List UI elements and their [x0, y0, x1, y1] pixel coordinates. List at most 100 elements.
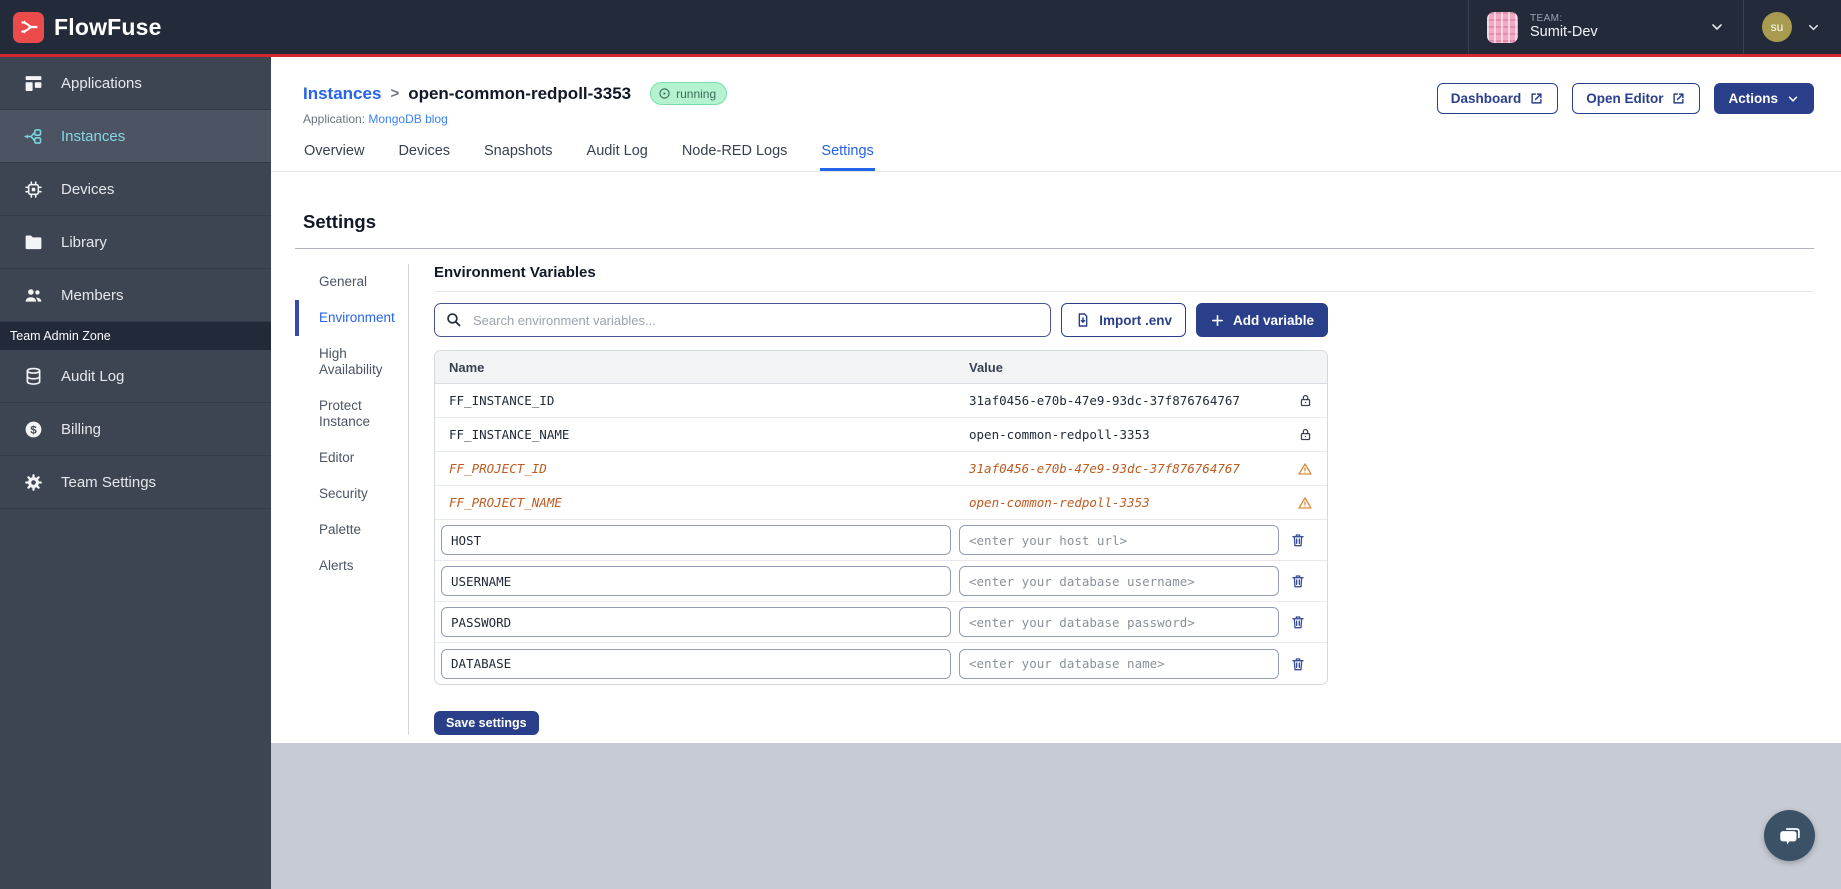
- sidebar-item-audit-log[interactable]: Audit Log: [0, 350, 271, 403]
- settings-nav-security[interactable]: Security: [319, 486, 368, 501]
- actions-button[interactable]: Actions: [1714, 83, 1814, 114]
- add-variable-button[interactable]: Add variable: [1195, 303, 1328, 337]
- chip-icon: [23, 179, 44, 200]
- env-var-value: 31af0456-e70b-47e9-93dc-37f876764767: [969, 393, 1240, 408]
- env-var-name-input[interactable]: [441, 566, 951, 596]
- page-title: Settings: [303, 211, 376, 232]
- delete-variable-button[interactable]: [1279, 656, 1317, 672]
- dashboard-button-label: Dashboard: [1450, 91, 1522, 106]
- flowfuse-logo[interactable]: FlowFuse: [0, 11, 162, 43]
- trash-icon: [1292, 575, 1304, 588]
- dashboard-button[interactable]: Dashboard: [1436, 83, 1559, 114]
- tab-snapshots[interactable]: Snapshots: [484, 143, 553, 159]
- settings-nav-high-availability[interactable]: High Availability: [319, 346, 383, 377]
- settings-nav-alerts[interactable]: Alerts: [319, 558, 354, 573]
- chevron-down-icon: [1806, 20, 1821, 35]
- external-link-icon: [1531, 93, 1542, 104]
- sidebar-item-billing[interactable]: $ Billing: [0, 403, 271, 456]
- column-header-name: Name: [449, 359, 485, 375]
- instance-name: open-common-redpoll-3353: [408, 83, 632, 103]
- trash-icon: [1292, 534, 1304, 547]
- database-icon: [23, 366, 44, 387]
- flowfuse-logo-icon: [13, 11, 44, 43]
- open-editor-button[interactable]: Open Editor: [1572, 83, 1701, 114]
- tab-node-red-logs[interactable]: Node-RED Logs: [681, 143, 788, 159]
- delete-variable-button[interactable]: [1279, 573, 1317, 589]
- tab-devices[interactable]: Devices: [398, 143, 451, 159]
- divider: [434, 291, 1814, 292]
- search-icon: [445, 311, 462, 328]
- add-variable-button-label: Add variable: [1232, 312, 1314, 328]
- env-var-value-input[interactable]: [959, 648, 1279, 679]
- sidebar-item-library[interactable]: Library: [0, 216, 271, 269]
- table-row: [435, 643, 1327, 684]
- team-name: Sumit-Dev: [1530, 24, 1598, 41]
- svg-text:$: $: [30, 424, 37, 436]
- settings-nav-environment[interactable]: Environment: [295, 300, 408, 336]
- chat-widget-button[interactable]: [1764, 810, 1815, 861]
- application-link[interactable]: MongoDB blog: [368, 112, 448, 126]
- env-var-name: FF_INSTANCE_ID: [449, 393, 555, 408]
- settings-nav-general[interactable]: General: [319, 274, 368, 289]
- sidebar-item-devices[interactable]: Devices: [0, 163, 271, 216]
- sidebar-item-team-settings[interactable]: Team Settings: [0, 456, 271, 509]
- plus-icon: [1211, 314, 1223, 326]
- settings-nav-editor[interactable]: Editor: [319, 450, 355, 465]
- env-var-value-input[interactable]: [959, 607, 1279, 637]
- sidebar-item-label: Instances: [61, 127, 126, 145]
- application-label: Application:: [303, 112, 366, 126]
- env-var-name-input[interactable]: [441, 607, 951, 637]
- table-row: FF_INSTANCE_NAME open-common-redpoll-335…: [435, 418, 1327, 452]
- sidebar-item-label: Library: [61, 233, 107, 251]
- table-row: FF_INSTANCE_ID 31af0456-e70b-47e9-93dc-3…: [435, 384, 1327, 418]
- lock-icon: [1283, 393, 1327, 408]
- user-menu[interactable]: su: [1743, 0, 1841, 54]
- delete-variable-button[interactable]: [1279, 614, 1317, 630]
- delete-variable-button[interactable]: [1279, 532, 1317, 548]
- tab-overview[interactable]: Overview: [304, 143, 365, 159]
- user-avatar: su: [1762, 12, 1792, 42]
- sidebar-item-applications[interactable]: Applications: [0, 57, 271, 110]
- column-header-value: Value: [969, 359, 1003, 375]
- applications-icon: [23, 73, 44, 94]
- import-env-button[interactable]: Import .env: [1061, 303, 1186, 337]
- divider: [295, 248, 1814, 249]
- tab-audit-log[interactable]: Audit Log: [586, 143, 648, 159]
- env-var-name-input[interactable]: [441, 648, 951, 679]
- team-avatar: [1487, 11, 1518, 43]
- import-env-button-label: Import .env: [1099, 312, 1172, 328]
- sidebar-item-label: Audit Log: [61, 367, 125, 385]
- env-var-value: open-common-redpoll-3353: [969, 427, 1150, 442]
- chat-icon: [1779, 827, 1800, 844]
- sidebar-item-label: Team Settings: [61, 473, 157, 491]
- settings-nav-palette[interactable]: Palette: [319, 522, 362, 537]
- warning-icon: [1283, 461, 1327, 477]
- warning-icon: [1283, 495, 1327, 511]
- sidebar-item-instances[interactable]: Instances: [0, 110, 271, 163]
- tab-settings[interactable]: Settings: [820, 139, 875, 171]
- env-var-name: FF_PROJECT_NAME: [449, 495, 562, 510]
- breadcrumb-separator: >: [390, 85, 400, 102]
- settings-nav-protect-instance[interactable]: Protect Instance: [319, 398, 371, 429]
- actions-button-label: Actions: [1728, 91, 1778, 106]
- open-editor-button-label: Open Editor: [1586, 91, 1664, 106]
- table-row: FF_PROJECT_ID 31af0456-e70b-47e9-93dc-37…: [435, 452, 1327, 486]
- env-var-name-input[interactable]: [441, 525, 951, 555]
- env-var-value-input[interactable]: [959, 566, 1279, 596]
- env-var-value: 31af0456-e70b-47e9-93dc-37f876764767: [969, 461, 1240, 476]
- env-var-value-input[interactable]: [959, 525, 1279, 555]
- sidebar-item-label: Members: [61, 286, 124, 304]
- brand-name: FlowFuse: [54, 13, 162, 40]
- team-selector[interactable]: TEAM: Sumit-Dev: [1468, 0, 1743, 54]
- instances-icon: [23, 126, 44, 147]
- status-badge: running: [650, 82, 728, 105]
- breadcrumb-instances-link[interactable]: Instances: [303, 83, 382, 103]
- breadcrumb: Instances > open-common-redpoll-3353 run…: [303, 82, 1814, 105]
- sidebar-item-members[interactable]: Members: [0, 269, 271, 322]
- chevron-down-icon: [1788, 95, 1798, 102]
- env-var-value: open-common-redpoll-3353: [969, 495, 1150, 510]
- search-input[interactable]: [434, 303, 1052, 337]
- sidebar-item-label: Applications: [61, 74, 142, 92]
- trash-icon: [1292, 657, 1304, 670]
- save-settings-button[interactable]: Save settings: [434, 711, 539, 735]
